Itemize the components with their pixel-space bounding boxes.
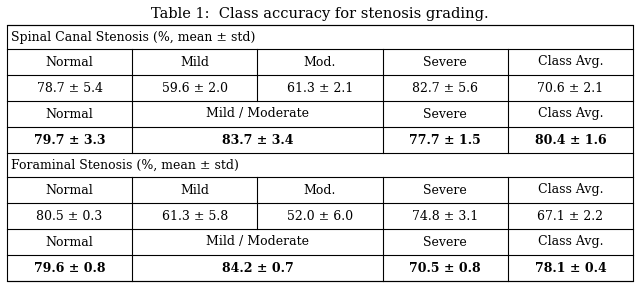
Text: Mod.: Mod. — [304, 183, 336, 196]
Text: 82.7 ± 5.6: 82.7 ± 5.6 — [412, 81, 478, 94]
Text: Severe: Severe — [423, 235, 467, 248]
Text: Severe: Severe — [423, 55, 467, 68]
Text: Mild / Moderate: Mild / Moderate — [206, 107, 309, 120]
Text: 80.4 ± 1.6: 80.4 ± 1.6 — [534, 134, 606, 147]
Text: Normal: Normal — [45, 55, 93, 68]
Text: Class Avg.: Class Avg. — [538, 107, 603, 120]
Text: 74.8 ± 3.1: 74.8 ± 3.1 — [412, 209, 478, 222]
Text: Normal: Normal — [45, 235, 93, 248]
Text: Normal: Normal — [45, 183, 93, 196]
Bar — [7, 25, 633, 281]
Text: Severe: Severe — [423, 107, 467, 120]
Text: Mild: Mild — [180, 183, 209, 196]
Text: 67.1 ± 2.2: 67.1 ± 2.2 — [538, 209, 604, 222]
Text: 59.6 ± 2.0: 59.6 ± 2.0 — [162, 81, 228, 94]
Text: 78.1 ± 0.4: 78.1 ± 0.4 — [534, 261, 606, 275]
Text: 80.5 ± 0.3: 80.5 ± 0.3 — [36, 209, 103, 222]
Text: 61.3 ± 2.1: 61.3 ± 2.1 — [287, 81, 353, 94]
Text: 70.6 ± 2.1: 70.6 ± 2.1 — [538, 81, 604, 94]
Text: Class Avg.: Class Avg. — [538, 55, 603, 68]
Text: 79.7 ± 3.3: 79.7 ± 3.3 — [34, 134, 106, 147]
Text: 79.6 ± 0.8: 79.6 ± 0.8 — [34, 261, 106, 275]
Text: Class Avg.: Class Avg. — [538, 183, 603, 196]
Text: 52.0 ± 6.0: 52.0 ± 6.0 — [287, 209, 353, 222]
Text: 84.2 ± 0.7: 84.2 ± 0.7 — [221, 261, 293, 275]
Text: 83.7 ± 3.4: 83.7 ± 3.4 — [221, 134, 293, 147]
Text: Class Avg.: Class Avg. — [538, 235, 603, 248]
Text: Spinal Canal Stenosis (%, mean ± std): Spinal Canal Stenosis (%, mean ± std) — [11, 30, 255, 43]
Text: Mild / Moderate: Mild / Moderate — [206, 235, 309, 248]
Text: Mod.: Mod. — [304, 55, 336, 68]
Text: 77.7 ± 1.5: 77.7 ± 1.5 — [410, 134, 481, 147]
Text: Mild: Mild — [180, 55, 209, 68]
Text: 61.3 ± 5.8: 61.3 ± 5.8 — [162, 209, 228, 222]
Text: Severe: Severe — [423, 183, 467, 196]
Text: Foraminal Stenosis (%, mean ± std): Foraminal Stenosis (%, mean ± std) — [11, 158, 239, 171]
Text: 70.5 ± 0.8: 70.5 ± 0.8 — [410, 261, 481, 275]
Text: Table 1:  Class accuracy for stenosis grading.: Table 1: Class accuracy for stenosis gra… — [151, 7, 489, 21]
Text: Normal: Normal — [45, 107, 93, 120]
Text: 78.7 ± 5.4: 78.7 ± 5.4 — [36, 81, 102, 94]
